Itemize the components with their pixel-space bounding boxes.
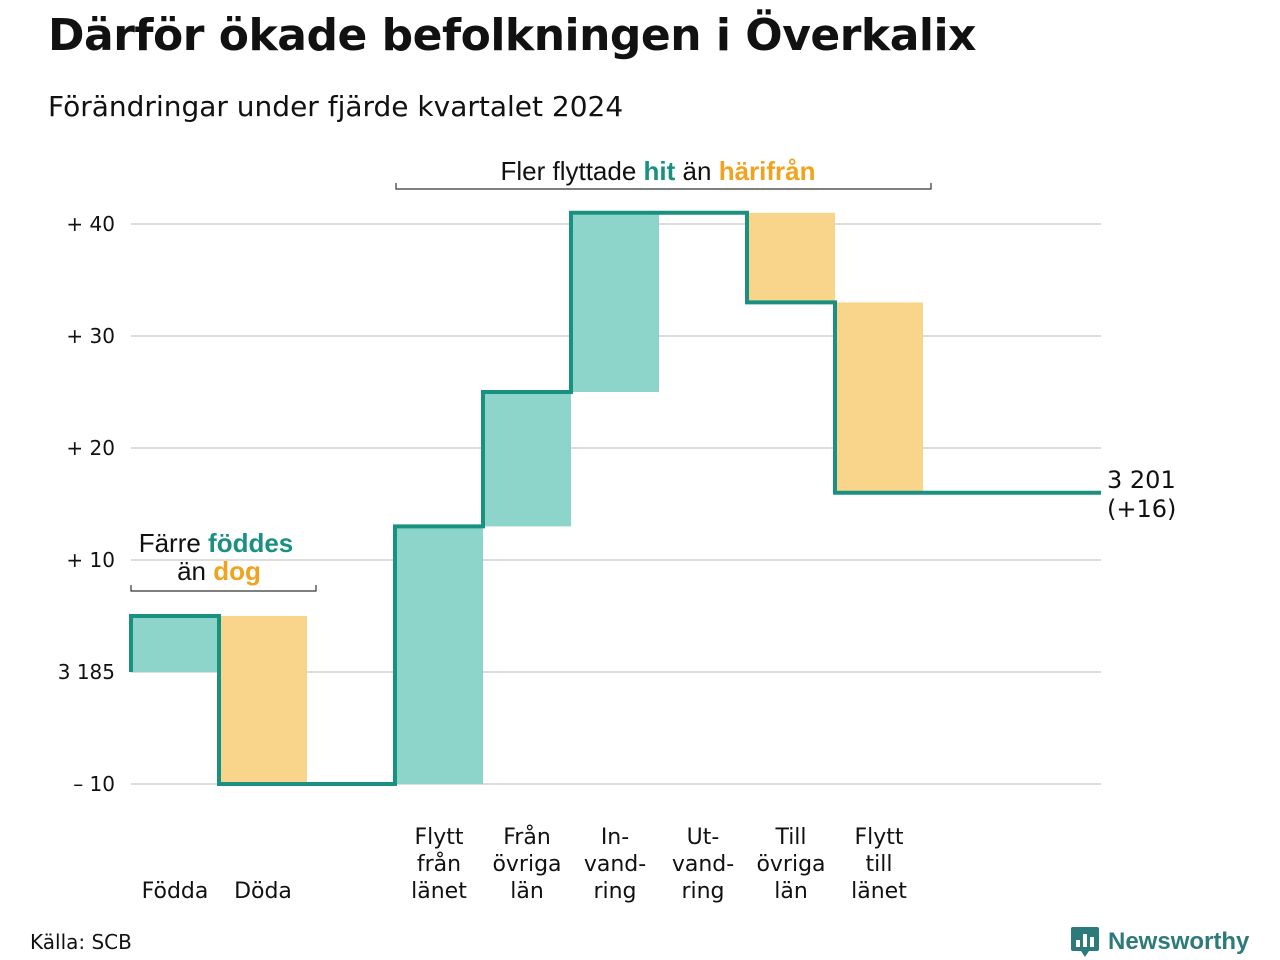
bar-7 <box>747 212 835 303</box>
waterfall-bars <box>131 212 923 784</box>
migration-annotation-harifran: härifrån <box>719 156 816 186</box>
end-change-label: (+16) <box>1107 495 1176 523</box>
births-annotation: Färre föddes än dog <box>130 528 317 592</box>
y-tick-label-5: + 40 <box>66 212 115 236</box>
births-annotation-line1: Färre föddes <box>139 528 294 558</box>
category-label-8: Flytt till länet <box>851 825 907 904</box>
category-label-3: Flytt från länet <box>411 825 467 904</box>
category-label-4: Från övriga län <box>492 824 561 904</box>
bar-5 <box>571 212 659 392</box>
births-annotation-line2: än dog <box>177 556 261 586</box>
y-tick-label-2: + 10 <box>66 548 115 572</box>
y-axis-ticks: – 10 3 185 + 10 + 20 + 30 + 40 <box>58 212 115 796</box>
cumulative-line <box>129 210 1101 786</box>
migration-annotation-mid: än <box>675 156 718 186</box>
births-annotation-highlight: föddes <box>208 528 293 558</box>
brand-logo: Newsworthy <box>1070 924 1249 960</box>
chart-title: Därför ökade befolkningen i Överkalix <box>48 10 976 61</box>
category-labels: Födda Döda Flytt från länet Från övriga län In-v… <box>142 824 908 904</box>
births-annotation-pre2: än <box>177 556 213 586</box>
end-value-label: 3 201 <box>1107 466 1176 494</box>
bar-3 <box>395 526 483 784</box>
bar-1 <box>219 616 307 784</box>
migration-annotation: Fler flyttade hit än härifrån <box>395 156 932 190</box>
y-tick-label-1: 3 185 <box>58 660 115 684</box>
bar-4 <box>483 392 571 527</box>
newsworthy-logo-icon <box>1071 927 1099 957</box>
y-tick-label-0: – 10 <box>73 772 115 796</box>
cumulative-step-line <box>129 210 1101 786</box>
category-label-5: In-vand-ring <box>584 825 646 904</box>
bar-8 <box>835 302 923 493</box>
waterfall-chart: – 10 3 185 + 10 + 20 + 30 + 40 Födda Döda Flytt… <box>58 156 1177 904</box>
category-label-0: Födda <box>142 879 209 904</box>
births-annotation-pre: Färre <box>139 528 208 558</box>
category-label-7: Till övriga län <box>756 825 825 904</box>
brand-name: Newsworthy <box>1108 928 1250 955</box>
migration-annotation-text: Fler flyttade hit än härifrån <box>500 156 815 186</box>
bar-0 <box>131 616 219 672</box>
chart-subtitle: Förändringar under fjärde kvartalet 2024 <box>48 90 624 123</box>
y-tick-label-4: + 30 <box>66 324 115 348</box>
migration-annotation-pre: Fler flyttade <box>500 156 643 186</box>
migration-bracket <box>395 183 932 190</box>
source-note: Källa: SCB <box>30 930 132 954</box>
births-annotation-highlight2: dog <box>213 556 261 586</box>
migration-annotation-hit: hit <box>644 156 676 186</box>
births-bracket <box>130 585 317 592</box>
category-label-6: Ut-vand-ring <box>672 825 734 904</box>
category-label-1: Döda <box>234 879 292 904</box>
y-tick-label-3: + 20 <box>66 436 115 460</box>
